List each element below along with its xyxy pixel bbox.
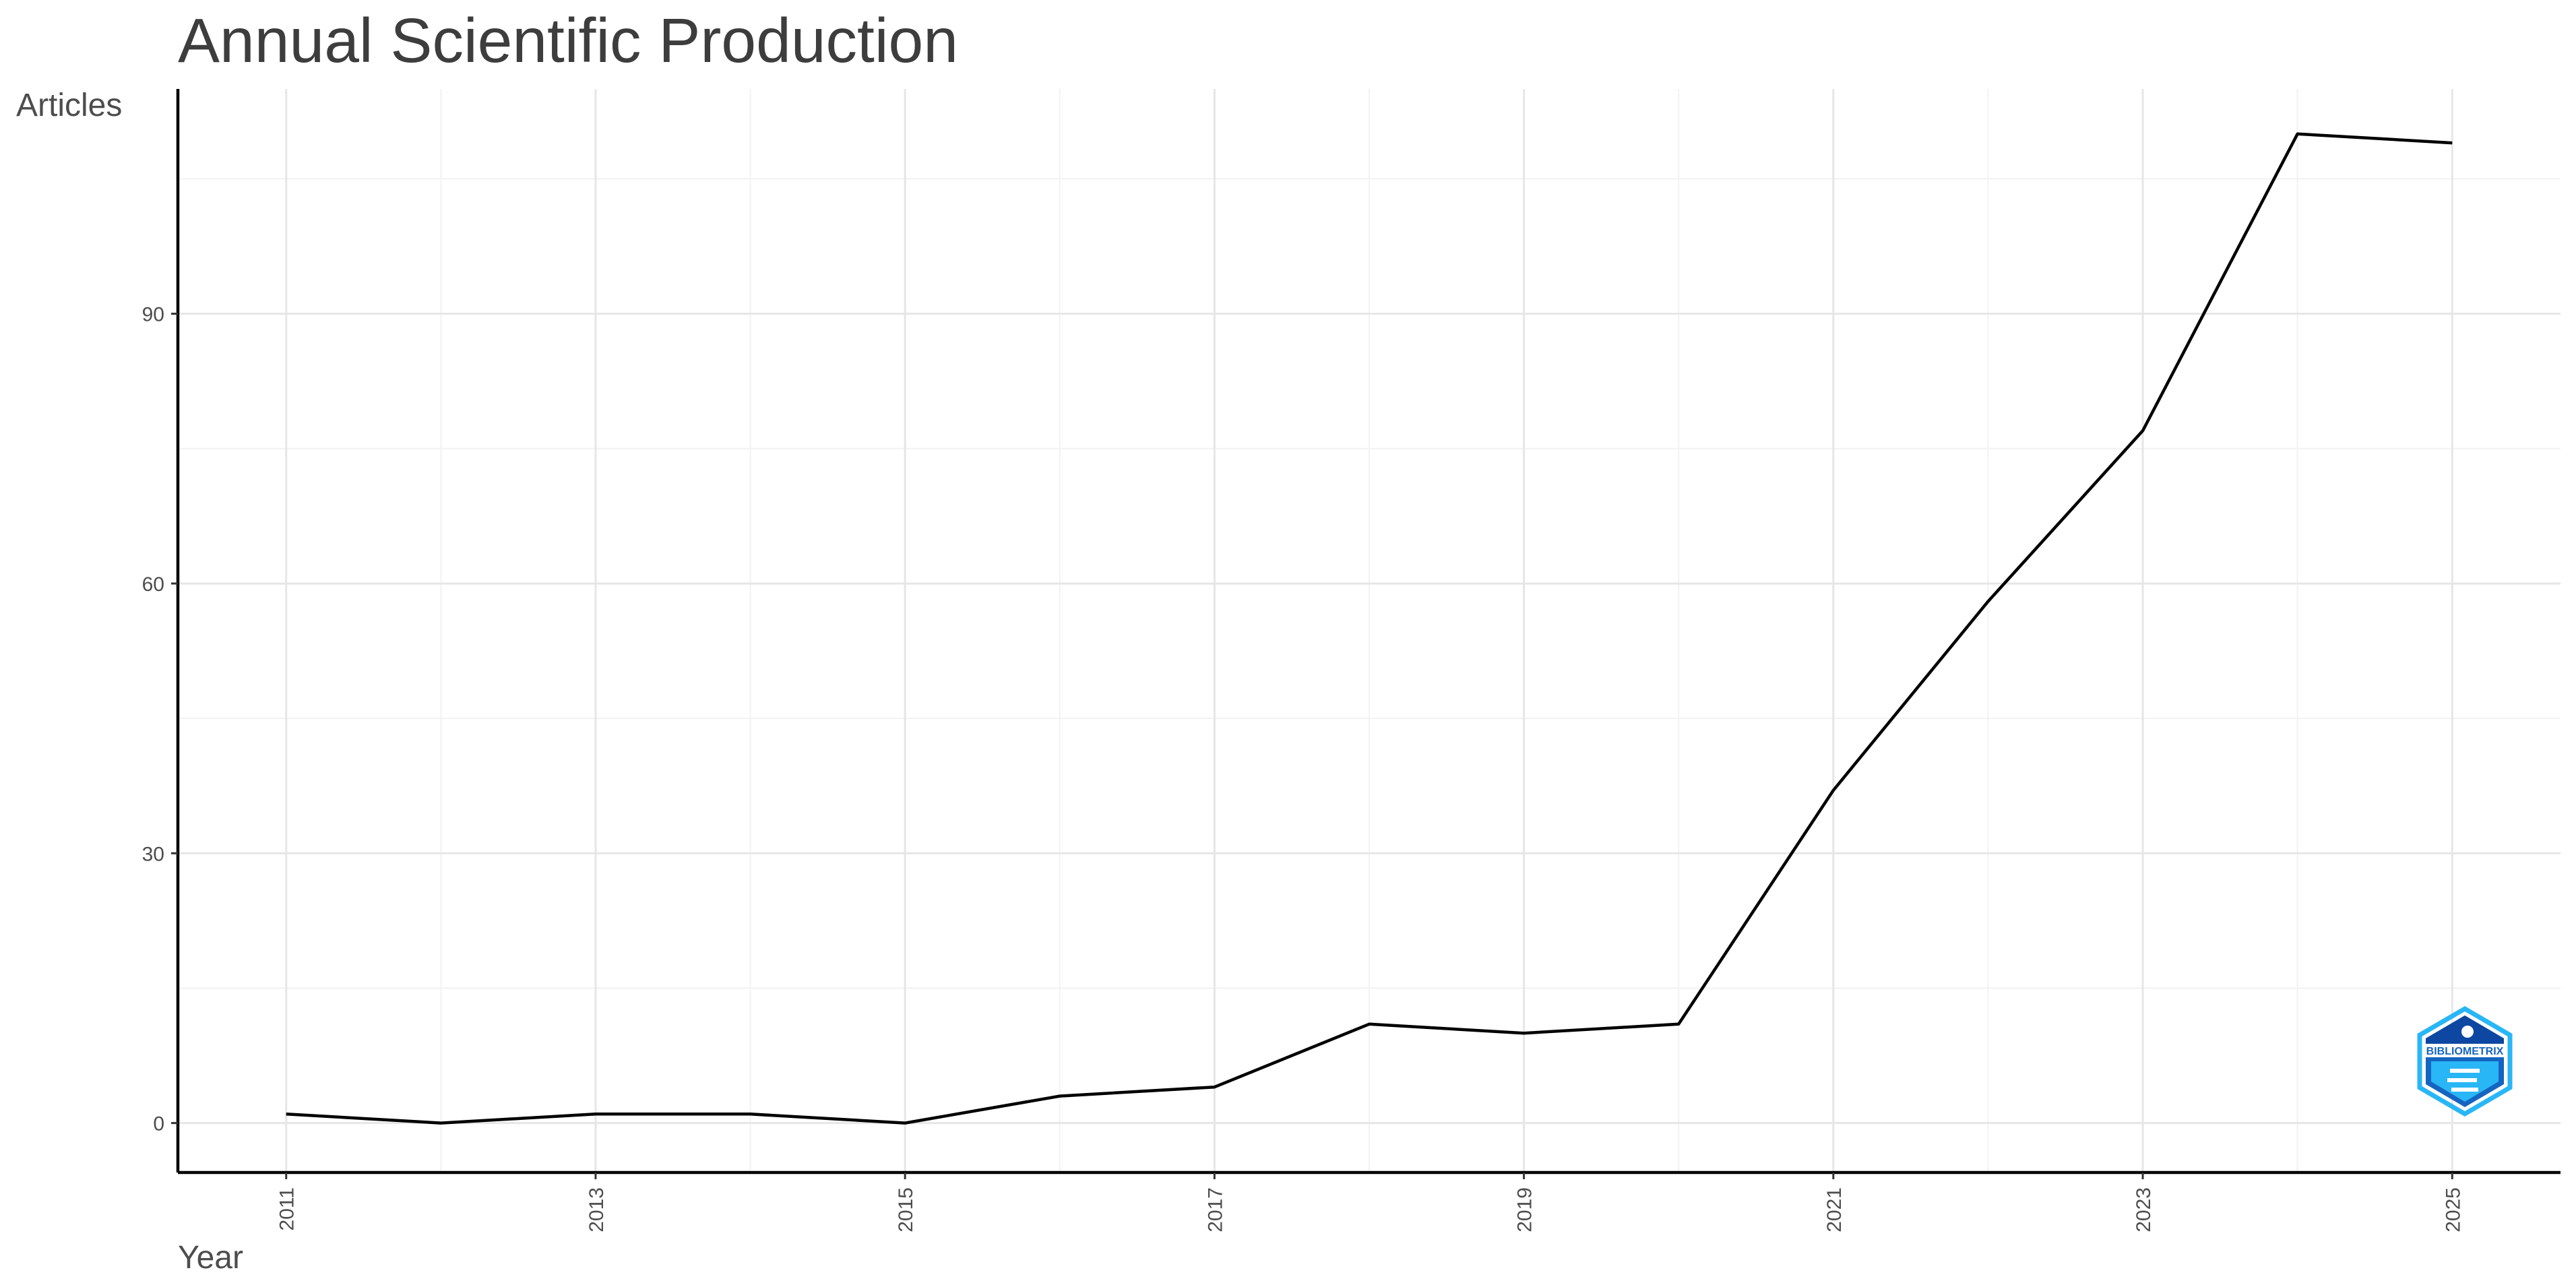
y-tick-label: 60 [142,573,164,596]
grid [178,89,2561,1172]
x-tick-label: 2015 [895,1187,917,1232]
chart-title: Annual Scientific Production [178,5,958,75]
tick-labels: 0 30 60 90 2011 2013 2015 2017 2019 2021 2023 2025 [142,304,2465,1232]
logo-text: BIBLIOMETRIX [2426,1046,2504,1057]
y-tick-label: 90 [142,304,164,326]
x-tick-label: 2011 [276,1187,299,1231]
y-tick-label: 0 [153,1113,164,1135]
x-tick-label: 2025 [2442,1187,2464,1232]
series-layer [286,132,2453,1125]
axes [171,89,2561,1179]
x-axis-title: Year [178,1240,243,1276]
x-tick-label: 2021 [1823,1187,1846,1232]
x-tick-label: 2019 [1514,1187,1536,1232]
bibliometrix-logo: BIBLIOMETRIX [2417,1005,2513,1117]
y-axis-title: Articles [16,88,122,123]
x-tick-label: 2017 [1204,1187,1226,1232]
y-tick-label: 30 [142,843,164,865]
x-tick-label: 2023 [2133,1187,2155,1232]
series-line-articles [286,132,2453,1125]
x-tick-label: 2013 [586,1187,608,1232]
